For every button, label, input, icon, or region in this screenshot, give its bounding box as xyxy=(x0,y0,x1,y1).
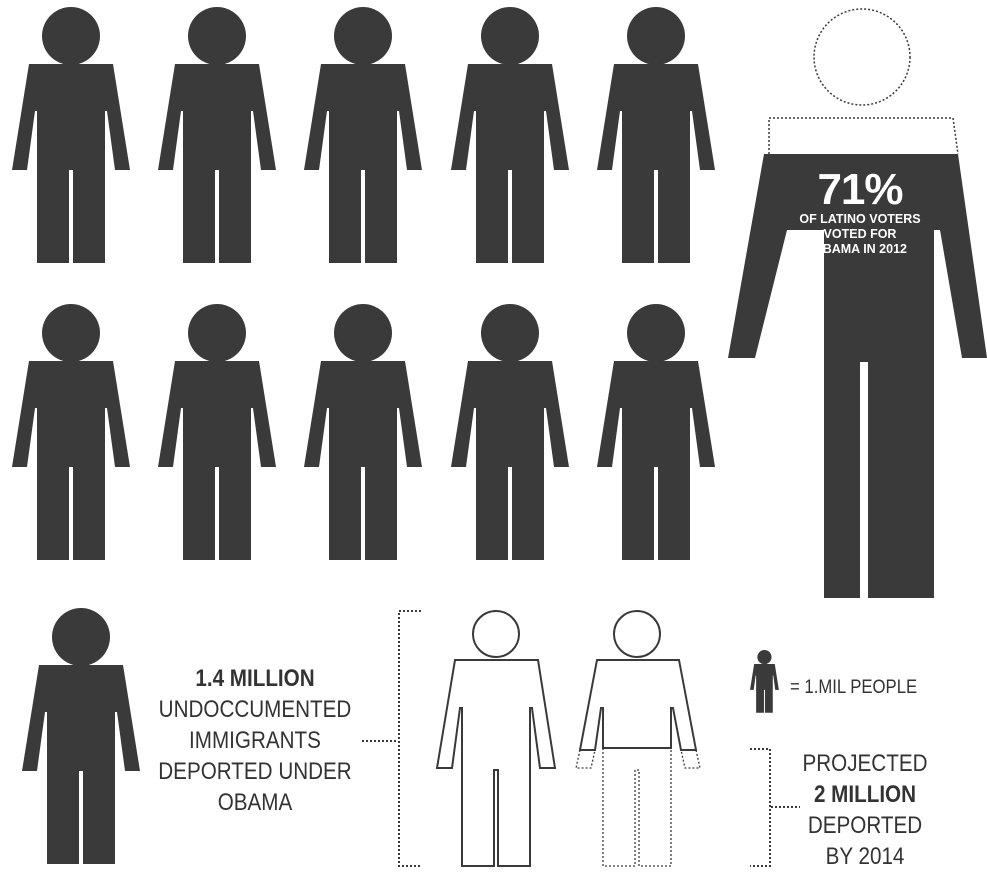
big-figure-body xyxy=(728,154,987,598)
person-figure-icon xyxy=(304,304,422,560)
person-figure-icon xyxy=(597,304,715,560)
deported-person-icon xyxy=(22,608,140,864)
person-figure-icon xyxy=(597,7,715,263)
bracket-right xyxy=(750,748,771,867)
projected-line2: DEPORTED xyxy=(807,812,923,839)
latino-caption-line3: OBAMA IN 2012 xyxy=(812,242,907,256)
big-figure-shoulder-outline xyxy=(768,117,959,155)
legend-label: = 1.MIL PEOPLE xyxy=(790,677,918,698)
person-legend-icon xyxy=(750,650,779,713)
deported-amount: 1.4 MILLION xyxy=(195,665,315,692)
partial-outline-person-icon xyxy=(575,610,701,867)
latino-percent: 71% xyxy=(817,165,903,214)
person-figure-icon xyxy=(158,7,276,263)
latino-caption: OF LATINO VOTERS VOTED FOR OBAMA IN 2012 xyxy=(790,212,930,257)
deported-line2: IMMIGRANTS xyxy=(189,727,321,754)
deported-line3: DEPORTED UNDER xyxy=(158,758,352,785)
person-figure-icon xyxy=(451,304,569,560)
person-grid xyxy=(12,7,715,560)
person-figure-icon xyxy=(451,7,569,263)
person-figure-icon xyxy=(12,7,130,263)
person-figure-icon xyxy=(158,304,276,560)
latino-caption-line2: VOTED FOR xyxy=(823,227,897,241)
bracket-left xyxy=(398,610,421,867)
deported-line4: OBAMA xyxy=(217,789,293,816)
deported-line1: UNDOCCUMENTED xyxy=(158,696,352,723)
latino-voters-figure xyxy=(728,8,987,598)
person-figure-icon xyxy=(304,7,422,263)
projected-line3: BY 2014 xyxy=(825,843,905,870)
projected-caption: PROJECTED 2 MILLION DEPORTED BY 2014 xyxy=(801,748,930,872)
big-figure-head-outline xyxy=(813,8,911,106)
person-figure-icon xyxy=(12,304,130,560)
latino-caption-line1: OF LATINO VOTERS xyxy=(799,212,921,226)
deported-caption: 1.4 MILLION UNDOCCUMENTED IMMIGRANTS DEP… xyxy=(156,663,354,818)
projected-line1: PROJECTED xyxy=(802,750,928,777)
projected-amount: 2 MILLION xyxy=(813,781,917,808)
outline-person-icon xyxy=(435,610,557,867)
